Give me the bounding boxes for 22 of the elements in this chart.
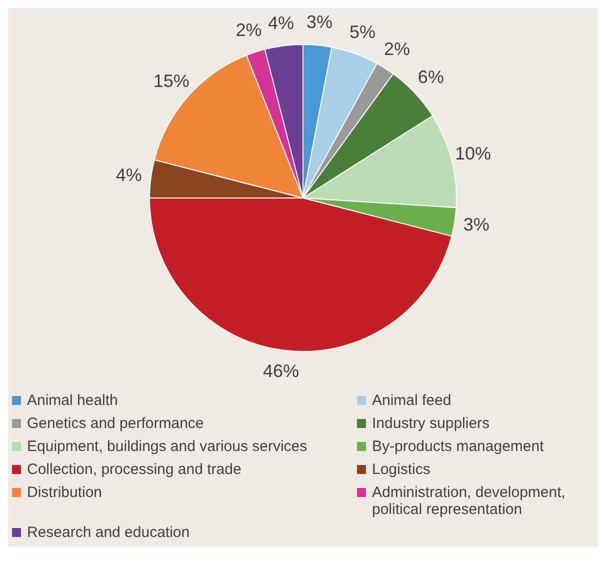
data-label: 3% xyxy=(463,214,490,234)
legend-label: Equipment, buildings and various services xyxy=(27,438,308,455)
data-label: 4% xyxy=(116,164,142,185)
legend-label: Animal health xyxy=(27,392,118,409)
legend-label: Logistics xyxy=(372,461,430,478)
legend-label: Animal feed xyxy=(372,392,452,409)
legend-label: Collection, processing and trade xyxy=(27,461,242,478)
legend-label: Industry suppliers xyxy=(372,415,490,432)
data-label: 3% xyxy=(306,12,333,32)
data-label: 46% xyxy=(262,361,300,382)
legend-label: Administration, development, political representation xyxy=(372,484,566,518)
data-label: 15% xyxy=(153,70,190,91)
legend-label: Research and education xyxy=(27,524,190,541)
data-label: 2% xyxy=(384,38,410,59)
data-label: 10% xyxy=(454,143,491,164)
data-label: 4% xyxy=(268,12,294,33)
data-label: 6% xyxy=(418,66,444,87)
data-label: 5% xyxy=(349,22,376,42)
data-label: 2% xyxy=(236,20,262,40)
legend-label: Distribution xyxy=(27,484,102,501)
legend-label: By-products management xyxy=(372,438,544,455)
legend-label: Genetics and performance xyxy=(27,415,204,432)
